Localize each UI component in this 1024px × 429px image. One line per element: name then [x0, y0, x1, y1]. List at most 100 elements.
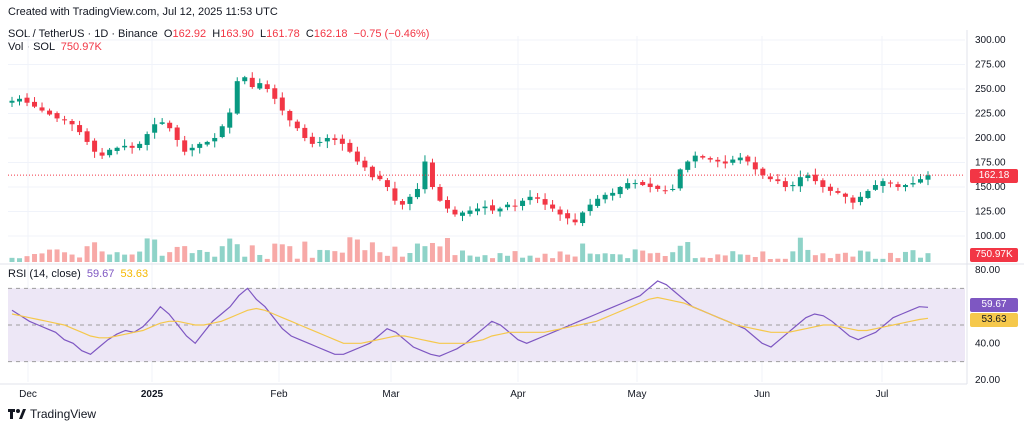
volume-bar — [722, 255, 728, 262]
volume-bar — [670, 252, 676, 262]
candle-body — [369, 166, 375, 178]
candle-body — [587, 204, 593, 212]
candle-body — [880, 181, 886, 186]
candle-body — [77, 125, 83, 133]
candle-body — [167, 122, 173, 129]
candle-body — [535, 197, 541, 199]
candle-body — [399, 201, 405, 205]
candle-body — [324, 138, 330, 142]
candle-body — [182, 140, 188, 152]
candle-body — [610, 192, 616, 196]
candle-body — [677, 169, 683, 189]
volume-bar — [17, 258, 23, 262]
volume-bar — [204, 251, 210, 262]
volume-bar — [227, 238, 233, 262]
volume-bar — [212, 256, 218, 262]
volume-bar — [362, 250, 368, 262]
volume-bar — [9, 257, 15, 262]
volume-bar — [294, 258, 300, 262]
candle-body — [287, 110, 293, 121]
volume-bar — [745, 254, 751, 262]
candle-body — [137, 143, 143, 148]
candle-body — [797, 177, 803, 187]
price-badge: 162.18 — [970, 169, 1018, 183]
candle-body — [602, 194, 608, 200]
volume-bar — [384, 255, 390, 262]
volume-bar — [880, 258, 886, 262]
time-axis-tick: Feb — [270, 389, 288, 400]
candle-body — [670, 188, 676, 190]
candle-body — [174, 127, 180, 140]
time-axis-tick: 2025 — [141, 389, 164, 400]
volume-bar — [354, 239, 360, 262]
candle-body — [219, 126, 225, 138]
candle-body — [234, 81, 240, 114]
volume-bar — [692, 258, 698, 262]
volume-bar — [152, 239, 158, 262]
volume-bar — [317, 249, 323, 262]
rsi-badge: 59.67 — [970, 298, 1018, 312]
candle-body — [820, 180, 826, 187]
close-value: 162.18 — [313, 28, 348, 40]
volume-bar — [527, 255, 533, 262]
volume-bar — [767, 258, 773, 262]
tradingview-logo-icon — [8, 409, 26, 419]
brand-logo[interactable]: TradingView — [8, 407, 96, 421]
price-axis-tick: 275.00 — [975, 60, 1006, 71]
open-value: 162.92 — [172, 28, 207, 40]
volume-bar — [369, 242, 375, 262]
volume-bar — [520, 257, 526, 262]
candle-body — [782, 181, 788, 187]
volume-bar — [490, 258, 496, 262]
candle-body — [159, 122, 165, 124]
rsi-axis-tick: 80.00 — [975, 265, 1000, 276]
candle-body — [520, 200, 526, 206]
candle-body — [429, 162, 435, 187]
volume-bar — [550, 258, 556, 262]
volume-bar — [760, 251, 766, 262]
volume-bar — [159, 255, 165, 262]
volume-label[interactable]: Vol · SOL — [8, 41, 55, 53]
volume-bar — [144, 238, 150, 262]
candle-body — [459, 212, 465, 216]
volume-bar — [257, 254, 263, 262]
volume-bar — [392, 246, 398, 262]
volume-bar — [122, 254, 128, 262]
candle-body — [527, 196, 533, 201]
volume-bar — [429, 242, 435, 262]
candle-body — [107, 149, 113, 156]
candle-body — [437, 186, 443, 201]
candle-body — [24, 97, 30, 103]
candle-body — [414, 188, 420, 198]
candle-body — [339, 138, 345, 144]
candle-body — [444, 200, 450, 209]
symbol-label[interactable]: SOL / TetherUS · 1D · Binance — [8, 28, 158, 40]
volume-bar — [347, 237, 353, 262]
volume-value: 750.97K — [60, 41, 102, 53]
volume-bar — [339, 252, 345, 262]
price-axis-tick: 100.00 — [975, 231, 1006, 242]
candle-body — [497, 208, 503, 212]
candle-body — [557, 209, 563, 215]
high-value: 163.90 — [220, 28, 254, 40]
candle-body — [189, 147, 195, 151]
volume-bar — [827, 258, 833, 262]
volume-bar — [872, 258, 878, 262]
rsi-label[interactable]: RSI (14, close) — [8, 268, 81, 280]
volume-bar — [182, 246, 188, 262]
time-axis-tick: Jun — [754, 389, 770, 400]
rsi-ma-line — [11, 296, 929, 344]
time-axis-tick: Jul — [876, 389, 889, 400]
candle-body — [114, 147, 120, 151]
candle-body — [572, 219, 578, 223]
volume-bar — [24, 256, 30, 262]
candle-body — [715, 159, 721, 162]
volume-bar — [279, 244, 285, 262]
volume-bar — [264, 258, 270, 262]
candle-body — [662, 190, 668, 192]
candle-body — [354, 151, 360, 162]
candle-body — [655, 185, 661, 189]
candle-body — [362, 160, 368, 168]
candle-body — [910, 183, 916, 185]
